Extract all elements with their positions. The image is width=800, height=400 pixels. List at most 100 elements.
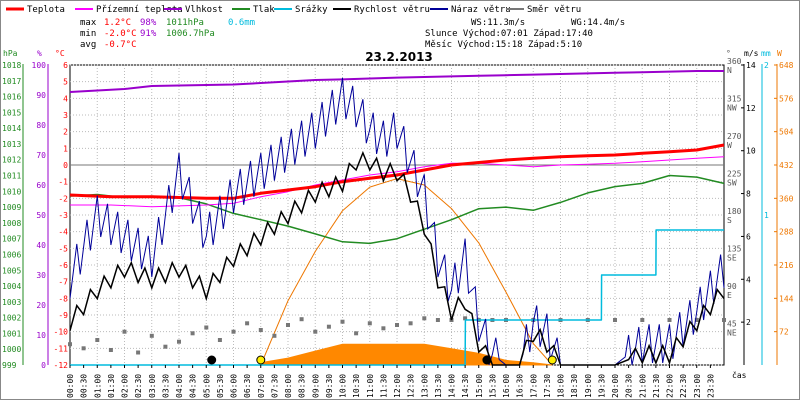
series-wind-direction-point	[381, 326, 386, 331]
axis-pressure-tick: 1015	[2, 108, 21, 117]
x-tick-label: 08:00	[284, 374, 293, 398]
axis-solar-tick: 576	[779, 94, 794, 103]
axis-pressure: hPa 1018 1017 1016 1015 1014 1013 1012 1011 1010…	[2, 49, 24, 370]
series-wind-direction-point	[149, 333, 154, 338]
x-tick-label: 22:00	[666, 374, 675, 398]
series-wind-direction-point	[340, 319, 345, 324]
x-tick-label: 19:00	[584, 374, 593, 398]
axis-solar-tick: 504	[779, 128, 794, 137]
axis-humidity-tick: 40	[36, 241, 46, 250]
x-tick-label: 04:30	[189, 374, 198, 398]
series-wind-direction-point	[122, 329, 127, 334]
axis-solar-tick: 360	[779, 194, 794, 203]
moon-marker	[207, 355, 217, 365]
legend-item-vlhkost: Vlhkost	[164, 5, 223, 15]
stats-block: max 1.2°C 98% 1011hPa 0.6mm min -2.0°C 9…	[80, 18, 625, 50]
series-wind-direction-point	[231, 329, 236, 334]
axis-direction-tick: 270	[727, 132, 742, 141]
axis-direction-tick: 180	[727, 207, 742, 216]
axis-humidity-unit: %	[37, 49, 42, 58]
stat-min-press: 1006.7hPa	[166, 29, 215, 39]
chart-title: 23.2.2013	[365, 50, 433, 64]
axis-temperature-tick: -12	[54, 361, 69, 370]
series-wind-direction-point	[463, 316, 468, 321]
series-wind-direction-point	[136, 350, 141, 355]
axis-pressure-tick: 999	[2, 361, 17, 370]
axis-direction-tick: 135	[727, 245, 742, 254]
axis-solar-tick: 288	[779, 228, 794, 237]
stat-sun: Slunce Východ:07:01 Západ:17:40	[425, 29, 593, 39]
axis-pressure-tick: 1009	[2, 203, 21, 212]
series-humidity	[69, 70, 724, 93]
series-sun-elevation	[260, 178, 553, 366]
series-wind-direction-point	[81, 346, 86, 351]
series-wind-direction-point	[177, 339, 181, 344]
legend-label: Srážky	[295, 5, 328, 15]
x-tick-label: 20:00	[611, 374, 620, 398]
series-wind-direction-point	[286, 323, 290, 327]
x-axis-label: čas	[732, 370, 747, 380]
series-wind-direction-point	[326, 324, 331, 329]
x-tick-label: 02:00	[121, 374, 130, 398]
axis-solar-tick: 648	[779, 61, 794, 70]
axis-temperature-tick: -10	[54, 328, 69, 337]
series-wind-direction-point	[163, 344, 168, 349]
axis-wind-tick: 2	[746, 318, 751, 327]
legend-label: Teplota	[27, 5, 65, 15]
axis-direction-unit: °	[726, 49, 731, 58]
series-wind-direction-point	[722, 318, 726, 322]
axis-temperature: °C 6 5 4 3 2 1 0 -1 -2 -3 -4 -5 -6 -7 -8 -9 -10 -11 -12	[54, 49, 69, 370]
x-tick-label: 11:00	[366, 374, 375, 398]
series-wind-direction-point	[613, 318, 617, 322]
series-wind-direction-point	[217, 338, 222, 342]
series-layer	[68, 70, 726, 366]
x-axis: čas 00:00 00:30 01:00 01:30 02:00 02:30 03:00 0…	[66, 365, 747, 398]
x-tick-label: 06:30	[243, 374, 252, 398]
legend-label: Přízemní teplota	[96, 5, 183, 15]
x-tick-label: 11:30	[379, 374, 388, 398]
axis-pressure-tick: 1002	[2, 314, 21, 323]
x-tick-label: 00:30	[80, 374, 89, 398]
axis-humidity-tick: 20	[36, 301, 46, 310]
x-tick-label: 10:30	[352, 374, 361, 398]
series-wind-direction-point	[313, 329, 318, 334]
axis-temperature-tick: -1	[58, 178, 68, 187]
axis-pressure-tick: 1005	[2, 266, 21, 275]
axis-rain-tick: 2	[764, 61, 769, 70]
axis-solar-tick: 72	[779, 328, 789, 337]
legend-label: Náraz větru	[451, 5, 511, 15]
legend-item-naraz-vetru: Náraz větru	[430, 5, 511, 15]
x-tick-label: 15:00	[475, 374, 484, 398]
moon-marker	[482, 355, 492, 365]
axis-temperature-unit: °C	[55, 49, 65, 58]
x-tick-label: 07:00	[257, 374, 266, 398]
marker-layer	[207, 355, 557, 365]
series-wind-direction-point	[367, 321, 372, 326]
series-wind-direction-point	[245, 321, 250, 326]
series-solar	[260, 343, 553, 366]
axis-pressure-tick: 1001	[2, 329, 21, 338]
x-tick-label: 09:00	[311, 374, 320, 398]
axis-wind-tick: 10	[746, 147, 756, 156]
legend-item-prizemni-teplota: Přízemní teplota	[75, 5, 183, 15]
axis-humidity-tick: 70	[36, 151, 46, 160]
axis-temperature-tick: 3	[63, 111, 68, 120]
x-tick-label: 05:30	[216, 374, 225, 398]
axis-temperature-tick: -2	[58, 194, 68, 203]
axis-humidity-tick: 90	[36, 91, 46, 100]
series-wind-direction-point	[204, 325, 209, 330]
series-wind-direction-point	[299, 317, 304, 322]
legend-item-smer-vetru: Směr větru	[506, 5, 581, 15]
axis-temperature-tick: -7	[58, 278, 68, 287]
axis-direction-name: SE	[727, 254, 737, 263]
axis-direction-tick: 360	[727, 57, 742, 66]
x-tick-label: 15:30	[488, 374, 497, 398]
series-wind-direction-point	[68, 342, 72, 347]
stat-max-rain: 0.6mm	[228, 18, 255, 28]
series-rain	[70, 229, 724, 366]
axis-pressure-tick: 1013	[2, 140, 21, 149]
axis-wind-tick: 8	[746, 190, 751, 199]
axis-pressure-tick: 1014	[2, 124, 21, 133]
